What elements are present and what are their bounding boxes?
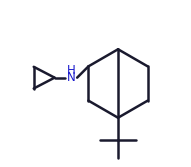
Text: H: H: [67, 64, 76, 77]
Text: N: N: [67, 71, 76, 84]
